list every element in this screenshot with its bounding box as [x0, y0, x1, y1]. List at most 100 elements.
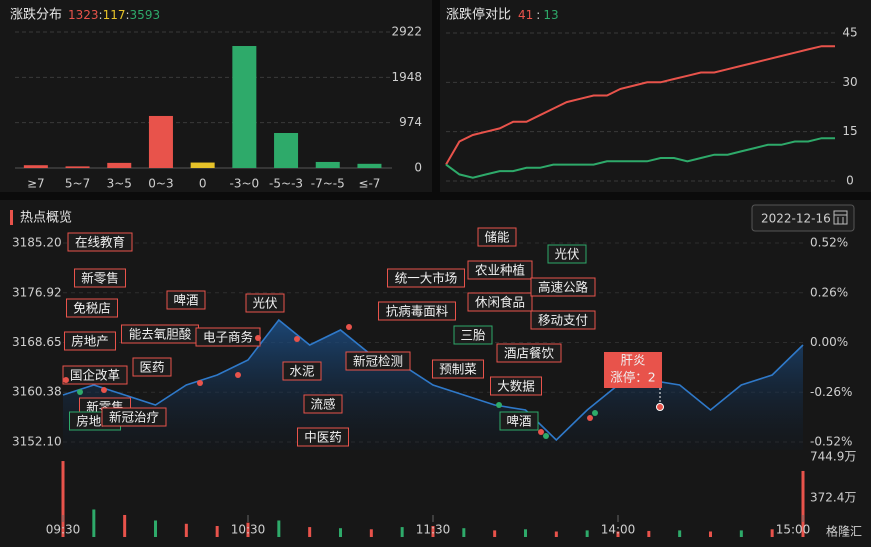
bar — [190, 162, 215, 168]
annotation-box[interactable] — [477, 227, 517, 247]
summary-value: 13 — [543, 8, 558, 22]
annotation-label: 免税店 — [73, 301, 111, 316]
line-series — [445, 137, 835, 179]
volume-bar — [709, 531, 712, 537]
bar — [23, 165, 48, 168]
summary-value: 41 — [518, 8, 533, 22]
x-tick-label: 10:30 — [231, 523, 266, 537]
annotation-box[interactable] — [387, 268, 465, 288]
annotation-box[interactable] — [496, 343, 562, 363]
y2-tick-label: 0.52% — [810, 236, 848, 250]
annotation-label: 三胎 — [460, 328, 486, 343]
panel-title: 涨跌停对比 — [446, 7, 511, 23]
tooltip-dot — [656, 403, 664, 411]
summary-value: 1323 — [68, 8, 99, 22]
volume-bar — [215, 525, 219, 537]
volume-bar — [493, 530, 497, 537]
annotation-box[interactable] — [467, 292, 533, 312]
annotation-box[interactable] — [282, 361, 322, 381]
annotation-label: 休闲食品 — [475, 295, 525, 310]
x-tick-label: ≥7 — [27, 177, 45, 191]
bar — [232, 46, 257, 168]
annotation-box[interactable] — [378, 301, 456, 321]
panel-title: 涨跌分布 — [10, 7, 62, 23]
annotation-label: 电子商务 — [203, 330, 253, 345]
annotation-label: 大数据 — [497, 379, 535, 394]
x-tick-label: 3~5 — [107, 177, 132, 191]
annotation-box[interactable] — [166, 290, 206, 310]
x-tick-label: -5~-3 — [269, 177, 303, 191]
annotation-label: 储能 — [484, 230, 510, 245]
tooltip-box — [604, 352, 662, 388]
annotation-box[interactable] — [530, 310, 596, 330]
volume-bar — [369, 529, 373, 537]
y-tick-label: 15 — [842, 124, 857, 138]
annotation-label: 中医药 — [304, 430, 342, 445]
annotation-label: 酒店餐饮 — [504, 346, 555, 361]
annotation-box[interactable] — [453, 325, 493, 345]
volume-bar — [308, 527, 312, 537]
annotation-box[interactable] — [467, 260, 533, 280]
event-dot — [543, 433, 549, 439]
annotation-box[interactable] — [499, 411, 539, 431]
summary: 41:13 — [518, 8, 559, 22]
y2-tick-label: -0.52% — [810, 435, 852, 449]
annotation-box[interactable] — [490, 376, 542, 396]
y2-tick-label: -0.26% — [810, 385, 852, 399]
calendar-icon — [833, 210, 848, 225]
event-dot — [63, 377, 69, 383]
annotation-label: 统一大市场 — [395, 271, 458, 286]
volume-bar — [524, 529, 527, 537]
x-tick-label: 11:30 — [416, 523, 451, 537]
y-tick-label: 2922 — [391, 25, 422, 39]
volume-tick-label: 744.9万 — [810, 450, 856, 464]
bar — [315, 161, 340, 168]
summary-value: : — [126, 8, 130, 22]
annotation-label: 光伏 — [252, 296, 278, 311]
summary-value: 117 — [103, 8, 126, 22]
annotation-label: 新冠治疗 — [109, 410, 159, 425]
bar — [107, 162, 132, 168]
y-tick-label: 3176.92 — [12, 285, 62, 299]
bar — [357, 163, 382, 168]
event-dot — [235, 372, 241, 378]
volume-bar — [431, 525, 435, 537]
annotation-box[interactable] — [64, 331, 116, 351]
bar — [148, 115, 173, 168]
event-dot — [592, 410, 598, 416]
bar — [274, 132, 299, 168]
panel — [0, 0, 432, 192]
x-tick-label: 5~7 — [65, 177, 90, 191]
annotation-box[interactable] — [297, 427, 349, 447]
panel-title: 热点概览 — [20, 210, 72, 226]
annotation-box[interactable] — [432, 359, 484, 379]
annotation-label: 水泥 — [289, 364, 314, 379]
line-series — [445, 45, 835, 166]
volume-tick-label: 372.4万 — [810, 491, 856, 505]
annotation-box[interactable] — [530, 277, 596, 297]
x-tick-label: 0 — [199, 177, 207, 191]
annotation-box[interactable] — [303, 394, 343, 414]
volume-bar — [647, 530, 651, 537]
annotation-box[interactable] — [74, 268, 126, 288]
price-line — [62, 318, 804, 442]
annotation-box[interactable] — [132, 357, 172, 377]
x-tick-label: ≤-7 — [358, 177, 380, 191]
annotation-label: 新零售 — [81, 271, 119, 286]
x-tick-label: 15:00 — [776, 523, 811, 537]
annotation-box[interactable] — [345, 351, 411, 371]
x-tick-label: 14:00 — [601, 523, 636, 537]
y-tick-label: 0 — [846, 174, 854, 188]
date-picker[interactable] — [751, 204, 855, 232]
annotation-box[interactable] — [547, 244, 587, 264]
annotation-box[interactable] — [101, 407, 167, 427]
volume-bar — [678, 530, 682, 537]
annotation-box[interactable] — [245, 293, 285, 313]
volume-bar — [184, 523, 188, 537]
annotation-box[interactable] — [66, 298, 118, 318]
annotation-box[interactable] — [67, 232, 133, 252]
volume-bar — [339, 528, 342, 537]
annotation-box[interactable] — [62, 365, 128, 385]
event-dot — [77, 389, 83, 395]
y2-tick-label: 0.00% — [810, 335, 848, 349]
